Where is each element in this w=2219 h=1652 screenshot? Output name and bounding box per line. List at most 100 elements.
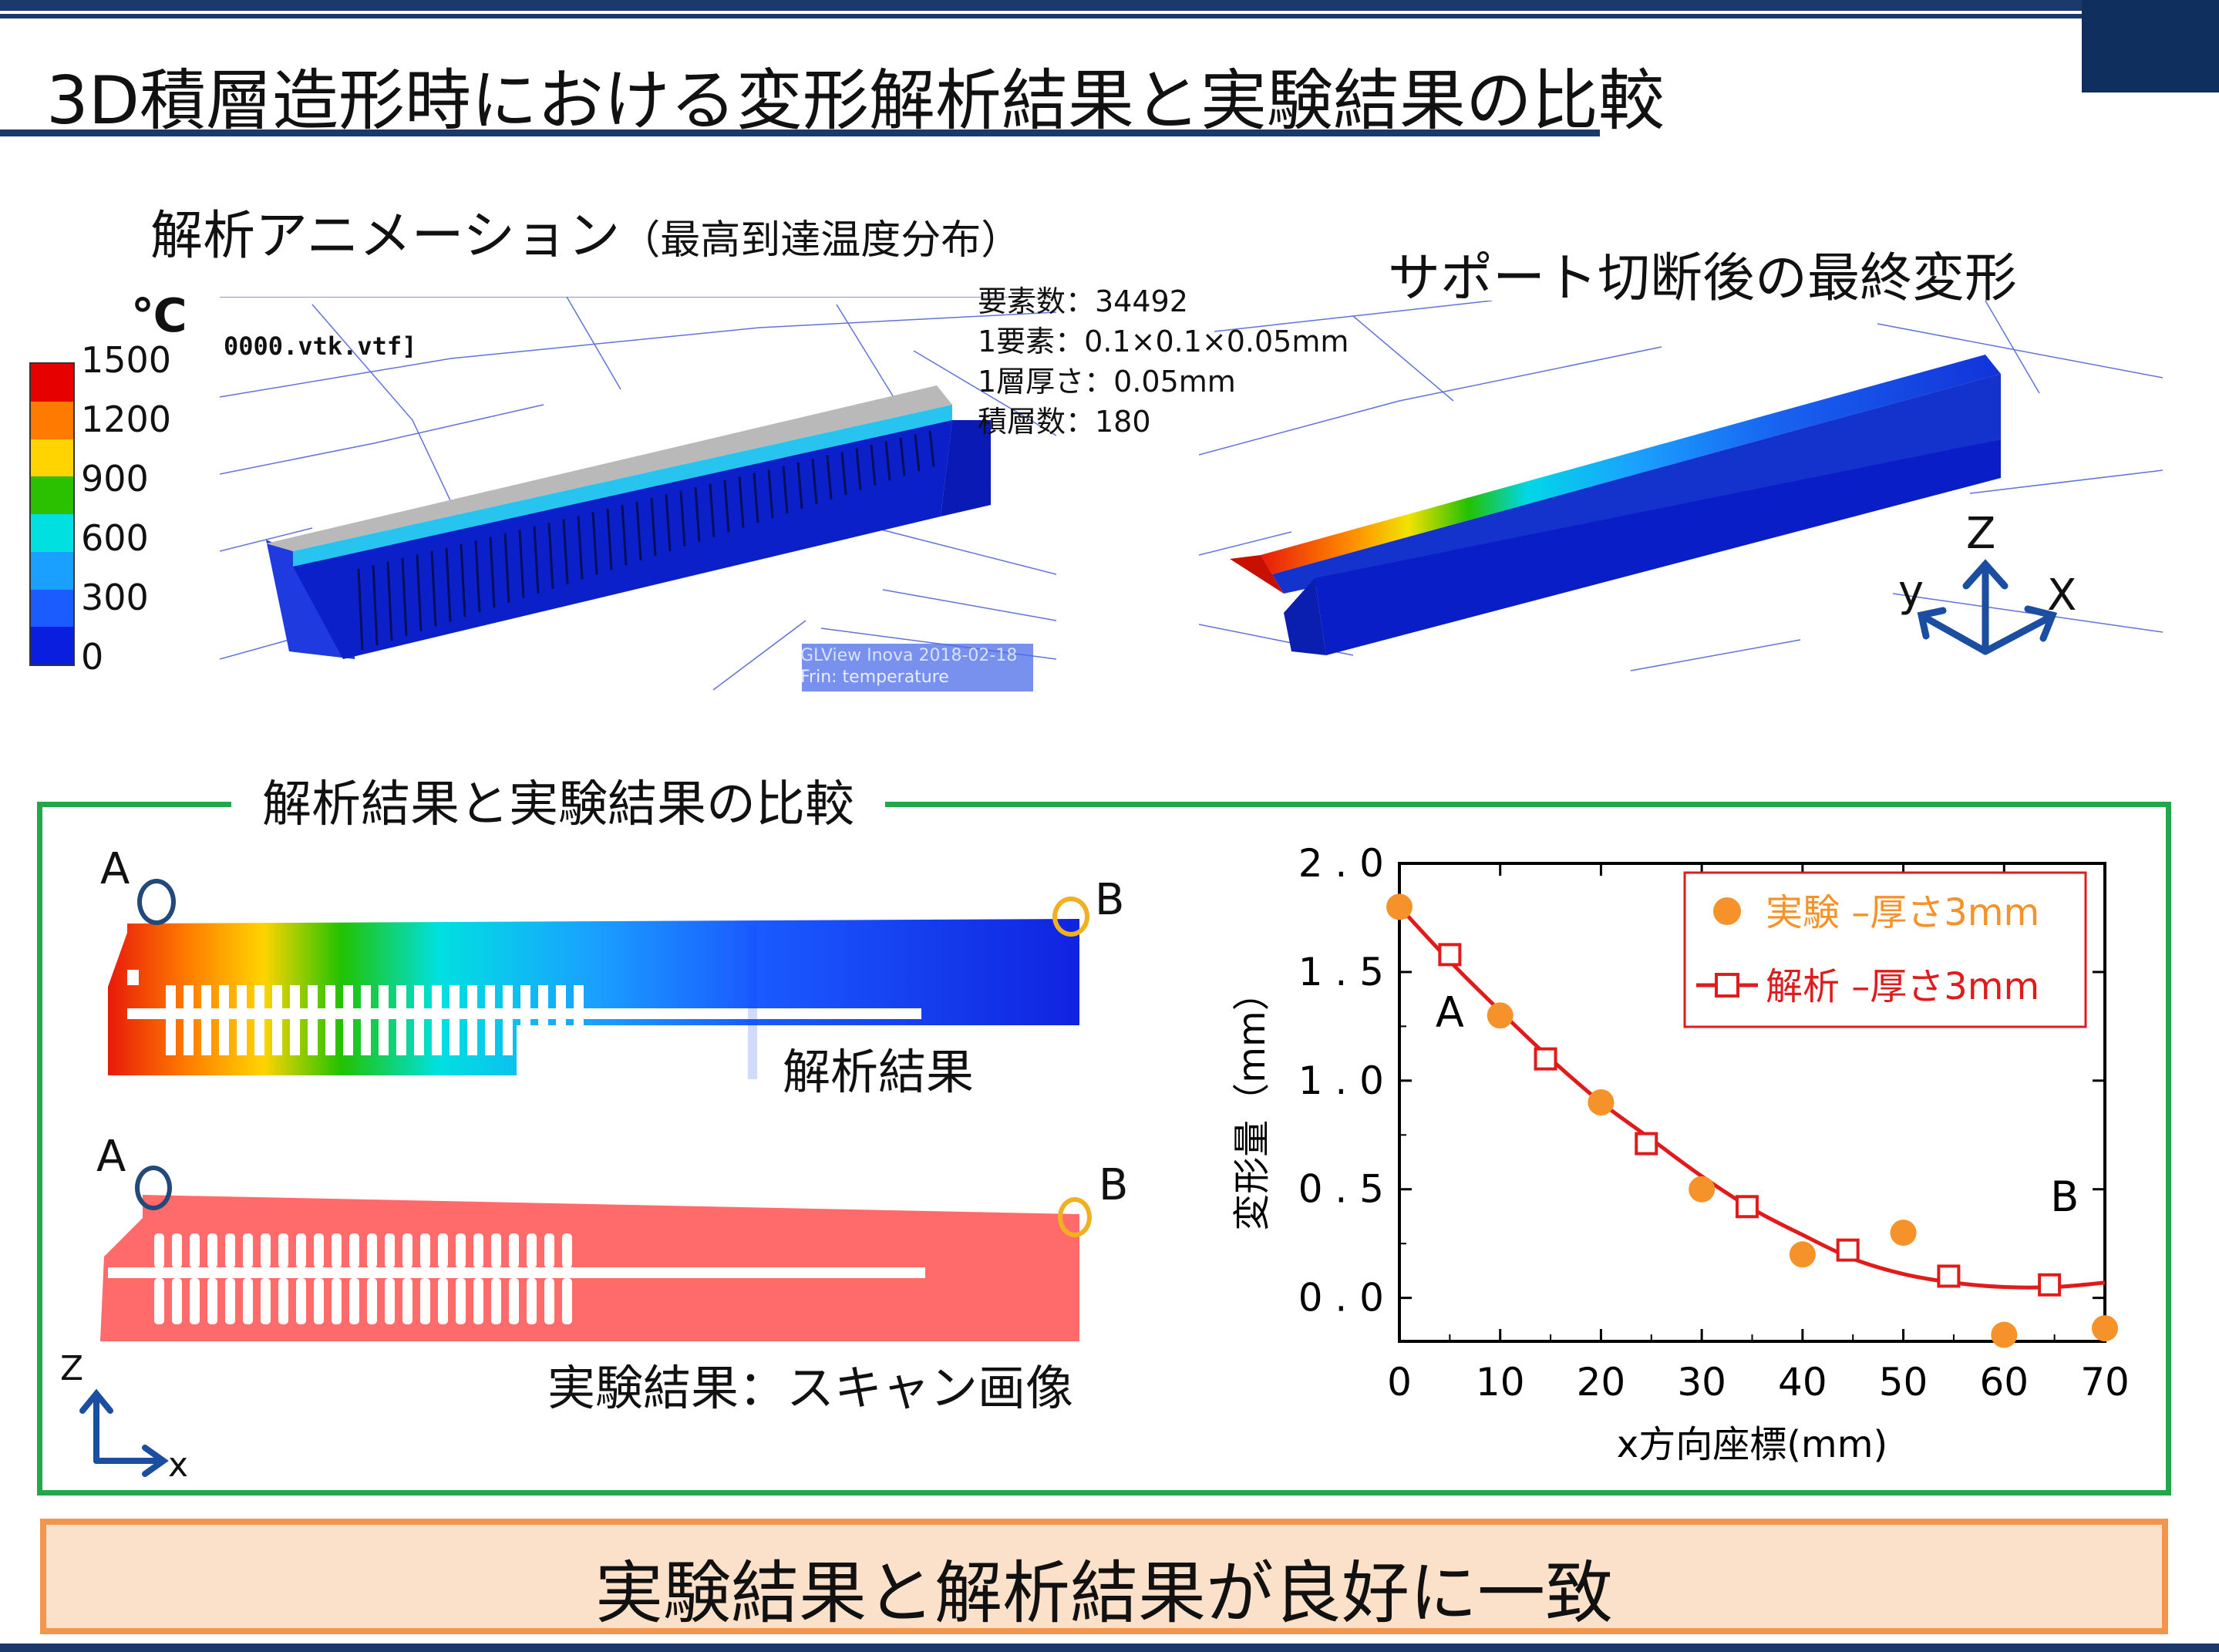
sim-fin-bottom: [379, 1019, 389, 1055]
exp-fin-top: [544, 1233, 554, 1268]
legend-marker-analysis: [1715, 973, 1739, 998]
legend-box: [1683, 871, 2087, 1028]
exp-fin-bottom: [420, 1278, 430, 1324]
sim-fin-bottom: [556, 1019, 566, 1055]
sim-point-b-marker: [1052, 897, 1089, 937]
sim-fin-top: [201, 985, 211, 1011]
sim-point-b-label: B: [1095, 875, 1125, 925]
exp-fin-bottom: [527, 1278, 537, 1324]
legend-unit: ℃: [131, 289, 187, 343]
exp-fin-top: [509, 1233, 519, 1268]
simulation-cross-section: [108, 919, 1087, 1079]
legend-tick-label: 600: [81, 517, 149, 559]
legend-tick-label: 900: [81, 458, 149, 500]
exp-fin-top: [154, 1233, 164, 1268]
exp-fin-bottom: [278, 1278, 288, 1324]
sim-gap: [127, 1008, 921, 1019]
sim-fin-top: [308, 985, 318, 1011]
render-fin: [518, 530, 525, 598]
sim-point-a-marker: [137, 879, 176, 925]
final-axis-z: Z: [1966, 509, 1996, 559]
legend-tick-label: 1500: [81, 339, 172, 381]
sim-point-a-label: A: [100, 844, 130, 894]
analysis-point: [1836, 1238, 1860, 1262]
sim-fin-top: [520, 985, 530, 1011]
render-fin: [753, 473, 759, 523]
animation-heading: 解析アニメーション（最高到達温度分布）: [150, 193, 1021, 269]
legend-swatch: [31, 476, 73, 514]
exp-fin-top: [172, 1233, 182, 1268]
render-fin: [650, 497, 657, 557]
exp-point-a-marker: [135, 1166, 172, 1210]
render-fin: [782, 466, 789, 514]
sim-fin-bottom: [450, 1019, 460, 1055]
render-fin: [503, 533, 510, 604]
render-fin: [723, 479, 730, 533]
sim-fin-top: [503, 985, 513, 1011]
legend-swatch: [31, 439, 73, 477]
y-tick-label: 0 . 0: [1298, 1276, 1384, 1321]
experiment-point: [1487, 1002, 1514, 1029]
x-tick-label: 40: [1778, 1360, 1827, 1405]
render-fin: [445, 547, 452, 622]
simulation-caption: 解析結果: [783, 1044, 975, 1100]
top-bar-thin: [0, 14, 2219, 19]
sim-fin-bottom: [414, 1019, 424, 1055]
sim-fin-top: [166, 985, 176, 1011]
exp-fin-bottom: [456, 1278, 466, 1324]
legend-swatch: [31, 364, 73, 402]
exp-fin-bottom: [509, 1278, 519, 1324]
exp-fin-bottom: [243, 1278, 253, 1324]
render-fin: [562, 519, 569, 584]
sim-fin-top: [414, 985, 424, 1011]
x-tick-label: 70: [2080, 1360, 2130, 1405]
sim-fin-top: [467, 985, 477, 1011]
exp-fin-bottom: [367, 1278, 377, 1324]
exp-fin-bottom: [332, 1278, 342, 1324]
sim-fin-top: [450, 985, 460, 1011]
experiment-point: [1386, 893, 1413, 920]
sim-fin-bottom: [467, 1019, 477, 1055]
sim-fin-top: [343, 985, 353, 1011]
sim-fin-top: [538, 985, 548, 1011]
y-axis-label: 変形量（mm）: [1231, 974, 1274, 1231]
sim-fin-bottom: [396, 1019, 406, 1055]
corner-block: [2082, 0, 2219, 93]
sim-fin-top: [361, 985, 371, 1011]
exp-fin-top: [438, 1233, 448, 1268]
sim-fin-bottom: [290, 1019, 300, 1055]
sim-fin-bottom: [520, 1019, 530, 1055]
exp-fin-top: [190, 1233, 200, 1268]
chart-annotations: AB: [1436, 987, 2079, 1221]
sim-fin-bottom: [503, 1019, 513, 1055]
sim-fin-top: [184, 985, 194, 1011]
sim-fin-top: [290, 985, 300, 1011]
sim-fin-bottom: [325, 1019, 335, 1055]
experiment-cross-section: [100, 1195, 1103, 1364]
color-legend-bar: [29, 362, 75, 666]
exp-fin-bottom: [190, 1278, 200, 1324]
x-tick-label: 60: [1979, 1360, 2029, 1405]
exp-fin-bottom: [314, 1278, 324, 1324]
y-tick-label: 0 . 5: [1298, 1167, 1384, 1212]
legend-swatch: [31, 514, 73, 552]
render-fin: [679, 490, 686, 547]
render-fin: [884, 441, 891, 481]
exp-fin-bottom: [385, 1278, 395, 1324]
exp-fin-bottom: [349, 1278, 359, 1324]
sim-fin-bottom: [272, 1019, 282, 1055]
deformation-render-image: [1199, 301, 2163, 671]
mesh-info: 要素数：34492 1要素：0.1×0.1×0.05mm 1層厚さ：0.05mm…: [978, 281, 1349, 442]
exp-fin-bottom: [544, 1278, 554, 1324]
legend-swatch: [31, 551, 73, 590]
series-markers: [1386, 893, 2118, 1348]
sim-fin-bottom: [308, 1019, 318, 1055]
exp-fin-bottom: [438, 1278, 448, 1324]
render-fin: [416, 554, 423, 631]
render-fin: [386, 561, 393, 641]
comparison-heading: 解析結果と実験結果の比較: [231, 765, 885, 836]
sim-fin-bottom: [574, 1019, 584, 1055]
x-tick-label: 10: [1476, 1360, 1525, 1405]
analysis-point: [1635, 1132, 1658, 1156]
sim-fin-top: [237, 985, 247, 1011]
